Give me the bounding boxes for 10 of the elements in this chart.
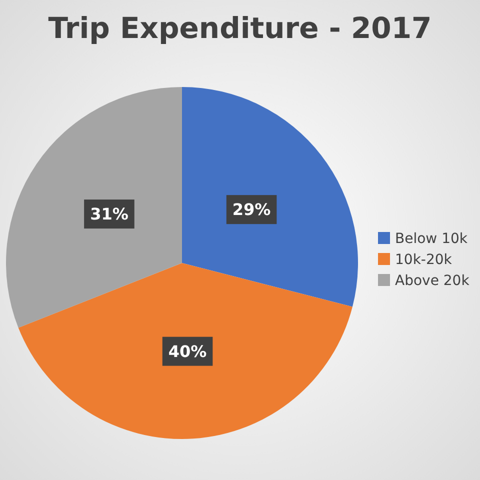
data-label: 29% xyxy=(232,200,271,220)
data-label: 40% xyxy=(168,342,207,361)
pie-slice xyxy=(6,87,182,328)
chart-title: Trip Expenditure - 2017 xyxy=(48,11,432,45)
legend-label: Below 10k xyxy=(395,231,468,247)
pie-slice xyxy=(182,87,358,307)
legend-label: 10k-20k xyxy=(395,252,453,268)
legend-label: Above 20k xyxy=(395,273,470,289)
data-label: 31% xyxy=(90,204,128,224)
pie-slice xyxy=(18,263,352,439)
